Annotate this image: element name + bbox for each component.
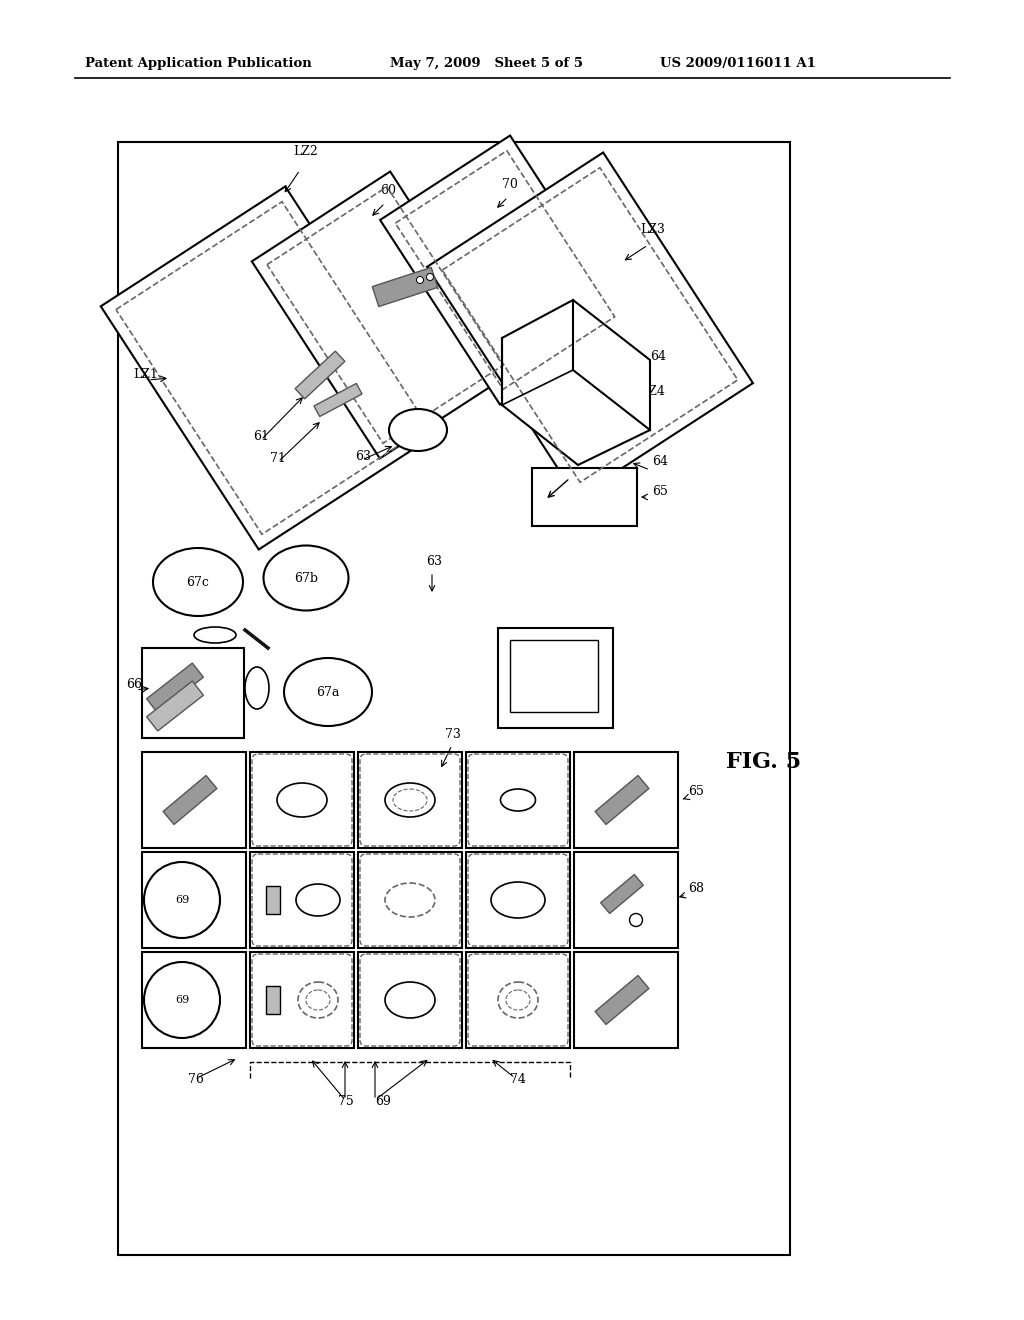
Text: 63: 63	[426, 554, 442, 568]
Polygon shape	[595, 975, 649, 1024]
Polygon shape	[595, 775, 649, 825]
Text: 67c: 67c	[186, 576, 210, 589]
Text: LZ2: LZ2	[293, 145, 317, 158]
Ellipse shape	[245, 667, 269, 709]
Polygon shape	[427, 153, 753, 498]
Bar	[574, 952, 678, 1048]
Bar	[498, 628, 613, 729]
Text: 68: 68	[688, 882, 705, 895]
Text: 65: 65	[688, 785, 703, 799]
Text: 74: 74	[510, 1073, 526, 1086]
Polygon shape	[146, 681, 204, 731]
Polygon shape	[163, 775, 217, 825]
Polygon shape	[380, 136, 630, 404]
Ellipse shape	[389, 409, 447, 451]
Bar	[142, 851, 246, 948]
Ellipse shape	[144, 862, 220, 939]
Polygon shape	[252, 172, 518, 458]
Polygon shape	[295, 351, 345, 399]
Ellipse shape	[417, 276, 424, 284]
Ellipse shape	[194, 627, 236, 643]
Bar	[142, 952, 246, 1048]
Ellipse shape	[427, 273, 433, 281]
Bar	[466, 851, 570, 948]
Polygon shape	[601, 874, 643, 913]
Bar	[266, 886, 280, 913]
Bar	[250, 851, 354, 948]
Bar	[118, 143, 790, 1255]
Text: FIG. 5: FIG. 5	[726, 751, 801, 774]
Bar	[250, 752, 354, 847]
Text: 69: 69	[175, 995, 189, 1005]
Ellipse shape	[153, 548, 243, 616]
Bar	[466, 752, 570, 847]
Bar	[266, 986, 280, 1014]
Text: 69: 69	[375, 1096, 391, 1107]
Text: 64: 64	[652, 455, 668, 469]
Text: 66: 66	[126, 678, 142, 690]
Polygon shape	[146, 663, 204, 713]
Bar	[574, 851, 678, 948]
Bar	[250, 952, 354, 1048]
Polygon shape	[100, 186, 443, 549]
Text: 63: 63	[355, 450, 371, 463]
Bar	[510, 640, 598, 711]
Text: 64: 64	[650, 350, 666, 363]
Text: Patent Application Publication: Patent Application Publication	[85, 57, 311, 70]
Bar	[358, 851, 462, 948]
Text: 61: 61	[253, 430, 269, 444]
Text: 70: 70	[502, 178, 518, 191]
Text: 60: 60	[380, 183, 396, 197]
Bar	[532, 469, 637, 525]
Text: 71: 71	[270, 451, 286, 465]
Bar	[466, 952, 570, 1048]
Ellipse shape	[263, 545, 348, 610]
Ellipse shape	[144, 962, 220, 1038]
Bar	[358, 952, 462, 1048]
Text: May 7, 2009   Sheet 5 of 5: May 7, 2009 Sheet 5 of 5	[390, 57, 583, 70]
Bar	[358, 752, 462, 847]
Text: LZ3: LZ3	[640, 223, 665, 236]
Bar	[142, 648, 244, 738]
Text: 67b: 67b	[294, 572, 318, 585]
Ellipse shape	[284, 657, 372, 726]
Text: 75: 75	[338, 1096, 353, 1107]
Bar	[142, 752, 246, 847]
Polygon shape	[373, 268, 437, 306]
Text: 73: 73	[445, 729, 461, 741]
Text: 65: 65	[652, 484, 668, 498]
Text: LZ4: LZ4	[640, 385, 665, 399]
Text: US 2009/0116011 A1: US 2009/0116011 A1	[660, 57, 816, 70]
Bar	[574, 752, 678, 847]
Polygon shape	[314, 383, 362, 417]
Text: 69: 69	[175, 895, 189, 906]
Text: 67a: 67a	[316, 685, 340, 698]
Polygon shape	[502, 300, 650, 465]
Text: 76: 76	[188, 1073, 204, 1086]
Text: LZ1: LZ1	[133, 368, 158, 381]
